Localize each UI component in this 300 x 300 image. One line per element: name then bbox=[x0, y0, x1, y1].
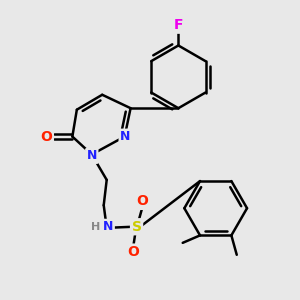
Text: O: O bbox=[136, 194, 148, 208]
Text: N: N bbox=[87, 149, 97, 163]
Text: S: S bbox=[132, 220, 142, 234]
Text: H: H bbox=[91, 222, 100, 232]
Text: N: N bbox=[103, 220, 113, 233]
Text: F: F bbox=[174, 18, 183, 32]
Text: O: O bbox=[128, 245, 140, 259]
Text: N: N bbox=[120, 130, 130, 143]
Text: O: O bbox=[40, 130, 52, 144]
